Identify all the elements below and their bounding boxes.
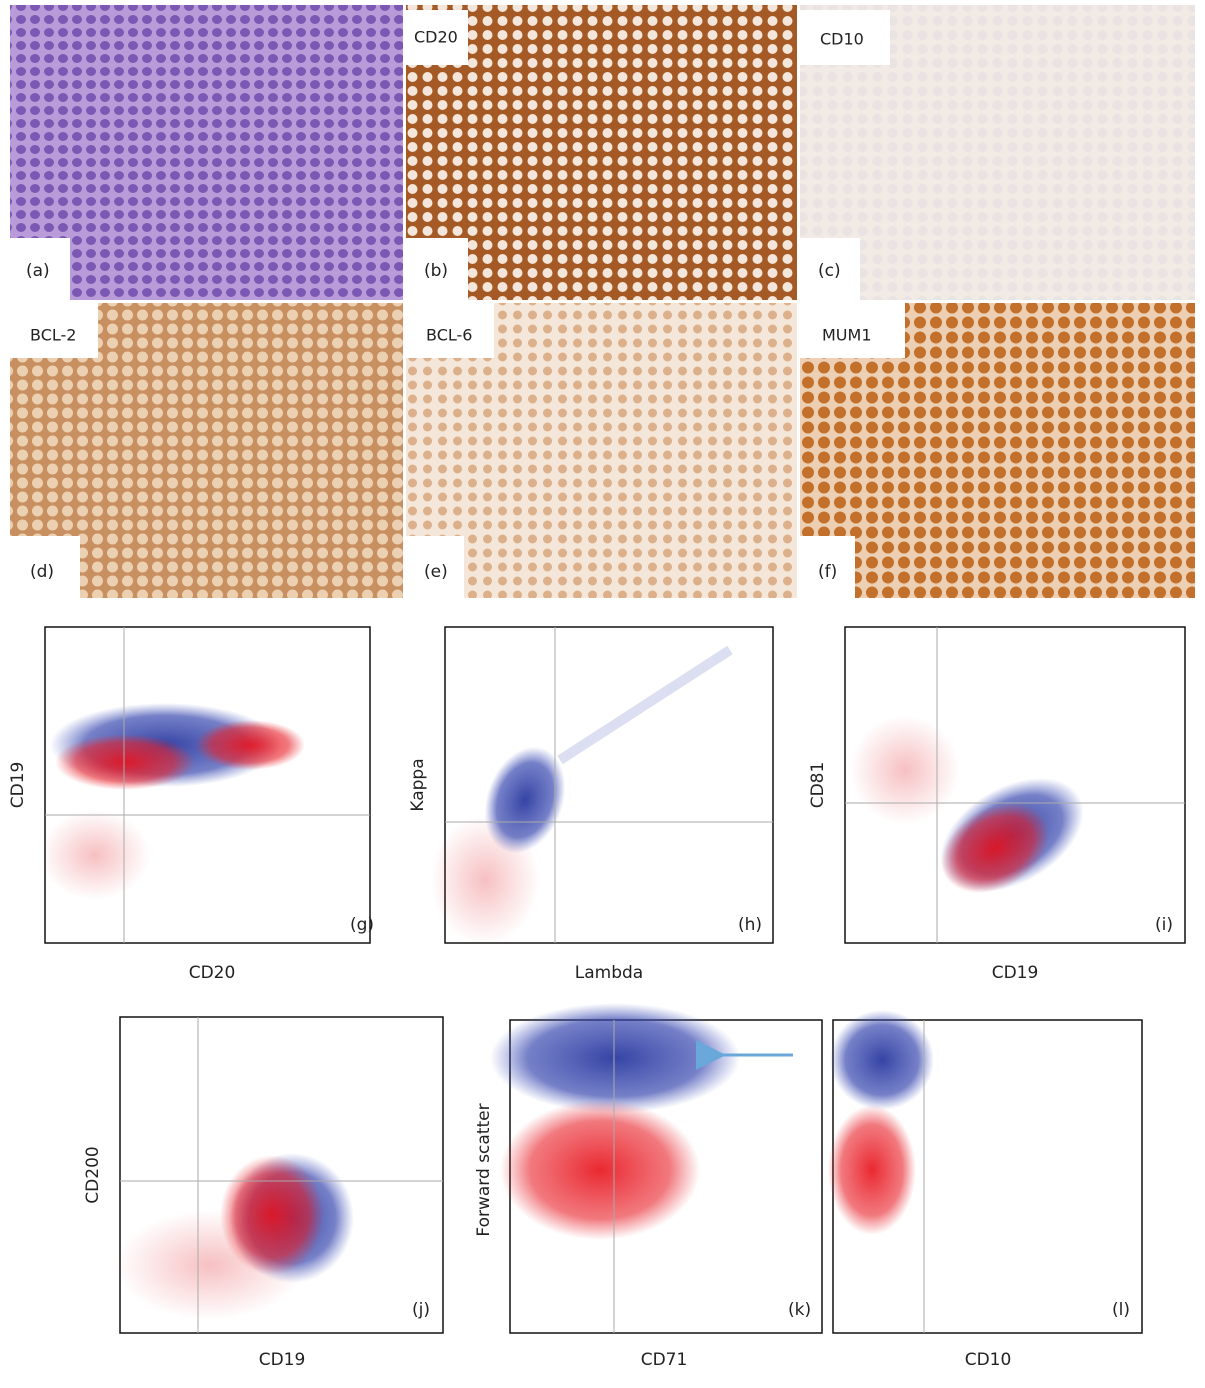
- stain-label: CD20: [414, 28, 458, 47]
- y-axis-label: Kappa: [408, 758, 428, 811]
- stain-label: BCL-6: [426, 326, 472, 345]
- stain-label: BCL-2: [30, 326, 76, 345]
- flow-plots: (g) CD20 CD19 (h) Lambda Kappa (i) CD19 …: [8, 626, 1186, 1370]
- panel-letter: (b): [424, 261, 448, 281]
- histology-image: [406, 5, 797, 300]
- panel-letter: (l): [1112, 1300, 1130, 1320]
- panel-letter: (f): [818, 562, 837, 582]
- stain-label: CD10: [820, 30, 864, 49]
- panel-letter: (j): [412, 1300, 430, 1320]
- x-axis-label: Lambda: [575, 963, 643, 983]
- x-axis-label: CD10: [965, 1350, 1012, 1370]
- histology-image: [10, 5, 403, 300]
- x-axis-label: CD71: [641, 1350, 688, 1370]
- panel-letter: (g): [350, 915, 374, 935]
- histology-panels: (a) CD20 (b) CD10 (c) BCL-2 (d) BCL-6 (e…: [10, 5, 1195, 598]
- stain-label: MUM1: [822, 326, 872, 345]
- panel-letter: (e): [424, 562, 448, 582]
- panel-letter: (a): [26, 261, 50, 281]
- panel-letter: (c): [818, 261, 841, 281]
- panel-letter: (d): [30, 562, 54, 582]
- y-axis-label: Forward scatter: [474, 1103, 494, 1236]
- x-axis-label: CD19: [992, 963, 1039, 983]
- x-axis-label: CD20: [189, 963, 236, 983]
- y-axis-label: CD81: [808, 762, 828, 809]
- x-axis-label: CD19: [259, 1350, 306, 1370]
- panel-letter: (k): [788, 1300, 811, 1320]
- panel-letter: (h): [738, 915, 762, 935]
- panel-letter: (i): [1155, 915, 1173, 935]
- y-axis-label: CD200: [83, 1146, 103, 1203]
- y-axis-label: CD19: [8, 762, 28, 809]
